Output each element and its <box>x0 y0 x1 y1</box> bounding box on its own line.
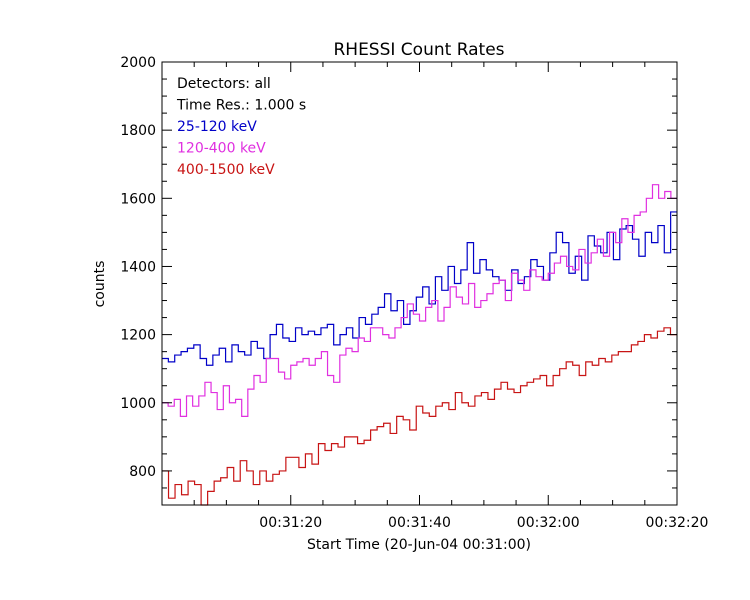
y-tick-label: 1600 <box>120 191 156 207</box>
x-axis-label: Start Time (20-Jun-04 00:31:00) <box>307 537 531 553</box>
series-line-0 <box>162 211 677 366</box>
annotation-text: Detectors: all <box>177 76 271 92</box>
legend-entry: 400-1500 keV <box>177 162 275 178</box>
y-tick-label: 800 <box>129 464 156 480</box>
x-axis: 00:31:20 00:31:40 00:32:00 00:32:20 <box>161 62 709 531</box>
y-tick-label: 1400 <box>120 259 156 275</box>
series-line-1 <box>162 184 677 417</box>
y-axis-label: counts <box>92 261 108 308</box>
chart-title: RHESSI Count Rates <box>333 40 504 60</box>
y-tick-label: 1800 <box>120 123 156 139</box>
annotation-text: Time Res.: 1.000 s <box>176 98 306 114</box>
y-tick-label: 2000 <box>120 55 156 71</box>
y-tick-label: 1200 <box>120 328 156 344</box>
x-tick-label: 00:31:20 <box>259 515 322 531</box>
y-axis: 800 1000 1200 1400 1600 1800 2000 <box>120 55 677 506</box>
y-tick-label: 1000 <box>120 396 156 412</box>
legend-entry: 25-120 keV <box>177 119 257 135</box>
x-tick-label: 00:31:40 <box>388 515 451 531</box>
legend: Detectors: all Time Res.: 1.000 s 25-120 k… <box>176 76 306 178</box>
legend-entry: 120-400 keV <box>177 141 266 157</box>
series-line-2 <box>162 327 677 506</box>
plot-area <box>162 184 677 506</box>
x-tick-label: 00:32:00 <box>517 515 580 531</box>
x-tick-label: 00:32:20 <box>646 515 709 531</box>
